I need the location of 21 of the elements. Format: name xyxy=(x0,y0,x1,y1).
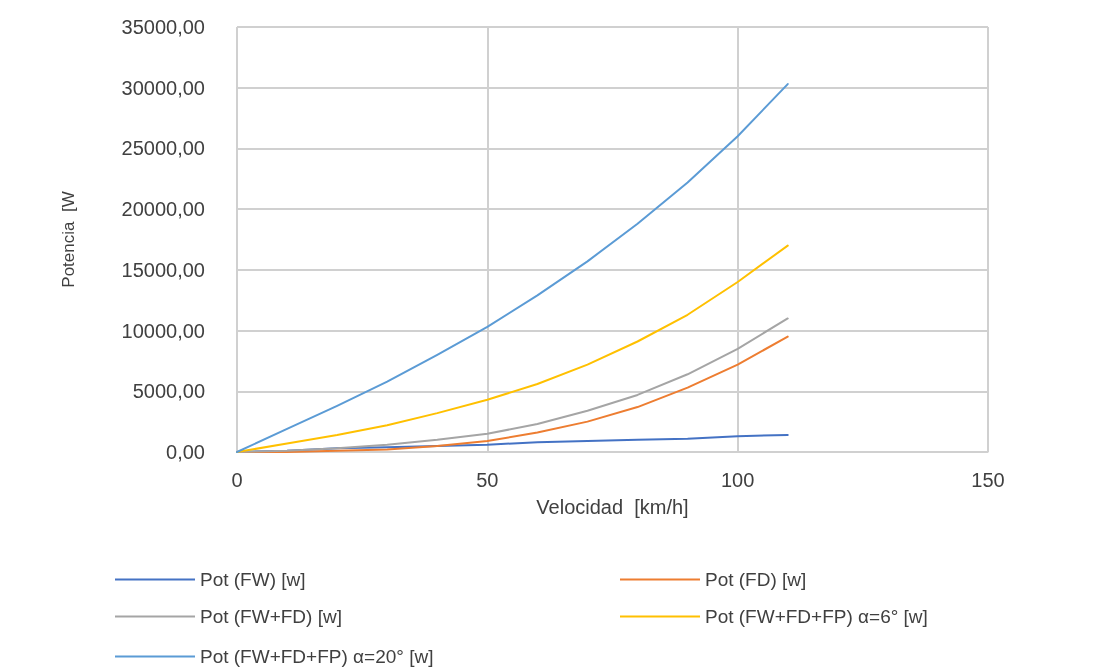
x-tick-label: 100 xyxy=(720,469,755,491)
x-tick-label: 0 xyxy=(231,469,243,491)
y-tick-label: 25000,00 xyxy=(121,137,205,160)
y-tick-label: 30000,00 xyxy=(121,76,205,99)
y-tick-label: 10000,00 xyxy=(121,319,205,342)
y-tick-label: 15000,00 xyxy=(121,258,205,281)
y-tick-label: 35000,00 xyxy=(121,16,205,38)
line-series xyxy=(236,244,789,453)
legend-label: Pot (FW) [w] xyxy=(200,569,306,590)
y-tick-label: 0,00 xyxy=(166,441,205,463)
line-series xyxy=(236,83,789,453)
y-axis-title: Potencia [W xyxy=(59,191,78,288)
legend-label: Pot (FW+FD+FP) α=6° [w] xyxy=(705,606,928,627)
x-axis-title: Velocidad [km/h] xyxy=(536,496,689,518)
y-tick-label: 20000,00 xyxy=(121,198,205,221)
y-tick-label: 5000,00 xyxy=(132,380,205,403)
x-tick-label: 150 xyxy=(971,469,1005,491)
legend-label: Pot (FW+FD) [w] xyxy=(200,606,342,627)
x-tick-label: 50 xyxy=(476,469,499,491)
legend-label: Pot (FW+FD+FP) α=20° [w] xyxy=(200,646,434,667)
legend-label: Pot (FD) [w] xyxy=(705,569,807,590)
